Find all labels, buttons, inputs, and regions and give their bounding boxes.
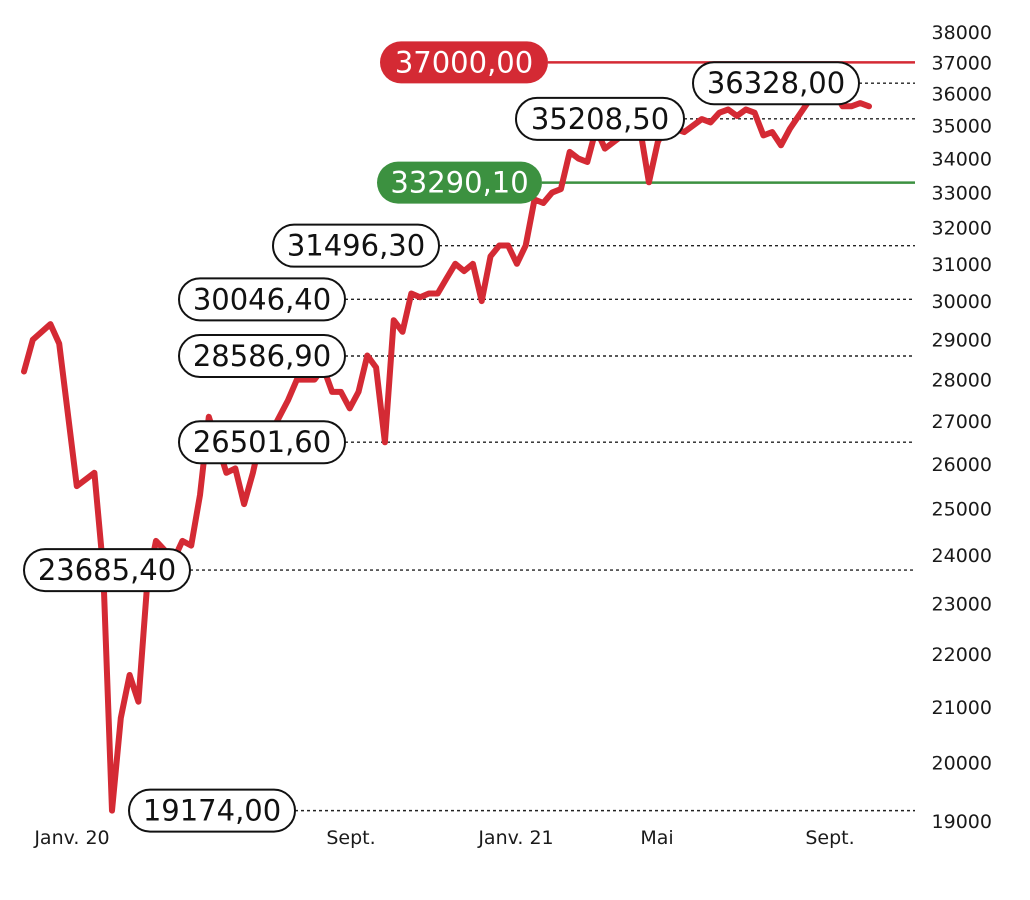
y-tick-label: 32000 — [932, 218, 992, 240]
y-tick-label: 36000 — [932, 84, 992, 106]
y-tick-label: 38000 — [932, 22, 992, 44]
y-tick-label: 35000 — [932, 116, 992, 138]
level-label-pill — [178, 277, 346, 322]
level-label-pill — [128, 788, 296, 833]
level-label-text: 26501,60 — [193, 425, 331, 459]
y-tick-label: 25000 — [932, 499, 992, 521]
x-tick-label: Mai — [640, 827, 673, 849]
level-label-pill — [178, 420, 346, 465]
level-label-pill — [272, 223, 440, 268]
reference-levels — [190, 61, 915, 812]
level-label-text: 30046,40 — [193, 282, 331, 316]
y-axis: 19000 20000 21000 22000 23000 24000 25000 26000… — [932, 22, 992, 833]
y-tick-label: 23000 — [932, 594, 992, 616]
level-label-text: 35208,50 — [531, 102, 669, 136]
y-tick-label: 31000 — [932, 254, 992, 276]
x-tick-label: Sept. — [326, 827, 375, 849]
level-label-text: 36328,00 — [707, 66, 845, 100]
level-label-pill — [380, 41, 548, 84]
y-tick-label: 37000 — [932, 52, 992, 74]
level-label-pill — [377, 161, 542, 204]
x-tick-label: Janv. 21 — [477, 827, 553, 849]
level-label-pill — [178, 333, 346, 378]
y-tick-label: 20000 — [932, 753, 992, 775]
level-label-pill — [692, 61, 860, 106]
y-tick-label: 33000 — [932, 183, 992, 205]
y-tick-label: 28000 — [932, 370, 992, 392]
y-tick-label: 22000 — [932, 644, 992, 666]
x-tick-label: Janv. 20 — [33, 827, 109, 849]
y-tick-label: 34000 — [932, 149, 992, 171]
y-tick-label: 24000 — [932, 545, 992, 567]
level-label-text: 33290,10 — [390, 166, 528, 200]
y-tick-label: 27000 — [932, 411, 992, 433]
level-label-pill — [515, 96, 685, 141]
y-tick-label: 21000 — [932, 697, 992, 719]
price-series — [21, 80, 872, 814]
series-line — [21, 80, 872, 814]
y-tick-label: 29000 — [932, 330, 992, 352]
level-label-text: 28586,90 — [193, 339, 331, 373]
level-label-text: 19174,00 — [143, 794, 281, 828]
level-label-text: 31496,30 — [287, 229, 425, 263]
y-tick-label: 30000 — [932, 291, 992, 313]
y-tick-label: 26000 — [932, 454, 992, 476]
y-tick-label: 19000 — [932, 811, 992, 833]
level-label-text: 37000,00 — [395, 45, 533, 79]
level-label-pill — [23, 548, 191, 593]
x-axis: Janv. 20 Sept. Janv. 21 Mai Sept. — [33, 827, 854, 849]
x-tick-label: Sept. — [805, 827, 854, 849]
level-label-text: 23685,40 — [38, 553, 176, 587]
